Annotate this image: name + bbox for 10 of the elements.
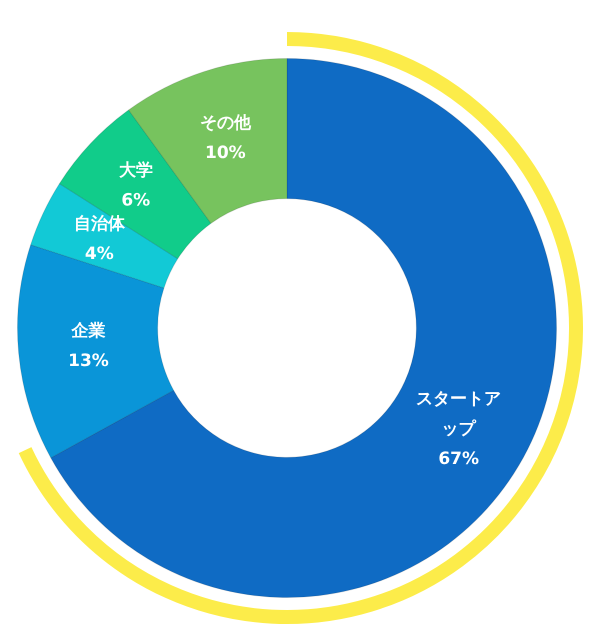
slice-label: 大学 — [118, 160, 153, 180]
data-label: 6% — [121, 190, 150, 210]
slice-label: 自治体 — [74, 214, 126, 234]
data-label: 13% — [68, 351, 109, 372]
slice-label: 企業 — [70, 321, 106, 342]
data-label: 67% — [438, 448, 480, 469]
data-label: 10% — [205, 142, 246, 163]
slice-label: その他 — [200, 112, 252, 133]
slice-label: スタートアップ — [416, 388, 502, 439]
data-label: 4% — [84, 244, 114, 264]
